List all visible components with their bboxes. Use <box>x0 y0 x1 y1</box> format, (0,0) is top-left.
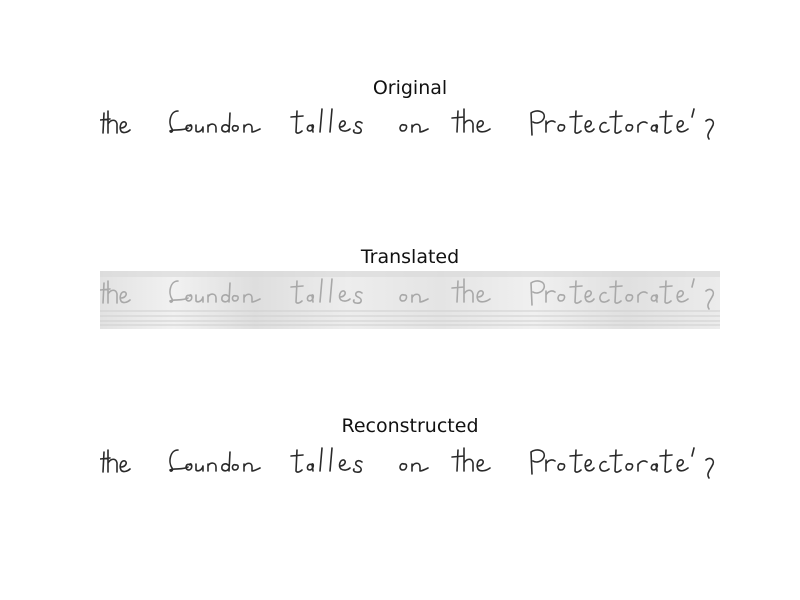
handwriting-image-original <box>100 101 720 159</box>
handwriting-drawing-translated <box>100 271 720 329</box>
panel-title-original: Original <box>372 77 448 99</box>
panel-title-reconstructed: Reconstructed <box>341 415 479 437</box>
handwriting-image-translated <box>100 271 720 329</box>
handwriting-drawing-original <box>100 108 715 140</box>
panel-title-translated: Translated <box>360 246 460 268</box>
handwriting-drawing-reconstructed <box>100 447 715 479</box>
handwriting-image-reconstructed <box>100 440 720 498</box>
